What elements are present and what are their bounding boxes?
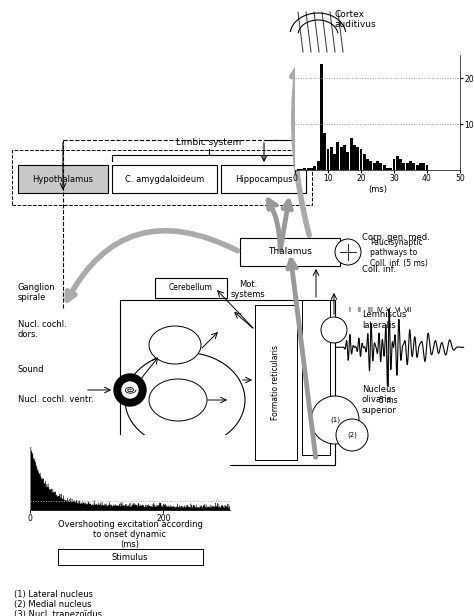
- Text: Hippocampus: Hippocampus: [235, 174, 292, 184]
- Text: Nucl. cochl. ventr.: Nucl. cochl. ventr.: [18, 395, 94, 404]
- Bar: [353, 145, 356, 170]
- Bar: [300, 169, 303, 170]
- Bar: [356, 147, 359, 170]
- Bar: [402, 163, 405, 170]
- Circle shape: [321, 317, 347, 343]
- Ellipse shape: [149, 379, 207, 421]
- Bar: [386, 168, 389, 170]
- Text: II: II: [358, 307, 362, 313]
- Bar: [297, 169, 300, 170]
- Text: (1): (1): [330, 417, 340, 423]
- Bar: [376, 161, 379, 170]
- Bar: [426, 166, 428, 170]
- Bar: [327, 149, 329, 170]
- Bar: [409, 161, 412, 170]
- Circle shape: [311, 396, 359, 444]
- Text: Cerebellum: Cerebellum: [169, 283, 213, 293]
- Text: Thalamus: Thalamus: [268, 248, 312, 256]
- Bar: [370, 161, 372, 170]
- Bar: [307, 168, 310, 170]
- Bar: [343, 145, 346, 170]
- Bar: [310, 168, 313, 170]
- Text: VI: VI: [394, 307, 401, 313]
- Bar: [330, 147, 333, 170]
- Bar: [412, 163, 415, 170]
- Circle shape: [114, 374, 146, 406]
- Text: (2): (2): [347, 432, 357, 438]
- Bar: [12, 150, 312, 205]
- Bar: [337, 142, 339, 170]
- Bar: [373, 163, 375, 170]
- Text: C. amygdaloideum: C. amygdaloideum: [125, 174, 204, 184]
- Ellipse shape: [125, 352, 245, 447]
- Bar: [396, 156, 399, 170]
- Circle shape: [335, 239, 361, 265]
- Bar: [255, 305, 297, 460]
- Circle shape: [336, 419, 368, 451]
- Bar: [340, 147, 343, 170]
- Bar: [320, 64, 323, 170]
- Bar: [350, 138, 353, 170]
- Text: Hypothalamus: Hypothalamus: [33, 174, 93, 184]
- Bar: [389, 168, 392, 170]
- Text: Corp. gen. med.: Corp. gen. med.: [362, 232, 430, 241]
- Bar: [303, 168, 306, 170]
- Bar: [240, 238, 340, 266]
- Bar: [317, 161, 319, 170]
- Bar: [363, 154, 366, 170]
- Text: VII: VII: [404, 307, 413, 313]
- Bar: [379, 163, 382, 170]
- Bar: [366, 158, 369, 170]
- Bar: [221, 165, 306, 193]
- Text: Coll. inf.: Coll. inf.: [362, 265, 396, 275]
- Text: 5 ms: 5 ms: [379, 397, 398, 405]
- Bar: [392, 158, 395, 170]
- Text: (ms): (ms): [120, 540, 139, 549]
- Bar: [58, 549, 203, 565]
- Text: Nucleus
olivaris
superior: Nucleus olivaris superior: [362, 385, 397, 415]
- Text: (3) Nucl. trapezoïdus: (3) Nucl. trapezoïdus: [14, 610, 102, 616]
- Bar: [406, 163, 409, 170]
- Bar: [346, 152, 349, 170]
- Text: IV: IV: [376, 307, 383, 313]
- Bar: [120, 300, 335, 465]
- Text: Overshooting excitation according
to onset dynamic: Overshooting excitation according to ons…: [57, 520, 202, 540]
- Bar: [360, 149, 363, 170]
- Bar: [399, 158, 402, 170]
- Text: Sound: Sound: [18, 365, 45, 374]
- Text: III: III: [367, 307, 374, 313]
- Bar: [313, 166, 316, 170]
- Text: Formatio reticularis: Formatio reticularis: [272, 344, 281, 419]
- Bar: [18, 165, 108, 193]
- Bar: [323, 133, 326, 170]
- Text: (1) Lateral nucleus: (1) Lateral nucleus: [14, 590, 93, 599]
- Bar: [422, 163, 425, 170]
- Text: Mot.
systems: Mot. systems: [231, 280, 265, 299]
- Text: Stimulus: Stimulus: [112, 553, 148, 562]
- Bar: [112, 165, 217, 193]
- Circle shape: [122, 382, 138, 398]
- Bar: [333, 154, 336, 170]
- Text: Lemniscus
lateralis: Lemniscus lateralis: [362, 310, 406, 330]
- X-axis label: (ms): (ms): [368, 185, 387, 193]
- Text: V: V: [386, 307, 391, 313]
- Bar: [302, 300, 330, 455]
- Text: (2) Medial nucleus: (2) Medial nucleus: [14, 600, 91, 609]
- Bar: [383, 166, 385, 170]
- Text: Limbic system: Limbic system: [176, 138, 242, 147]
- Bar: [416, 166, 419, 170]
- Text: Cortex
auditivus: Cortex auditivus: [335, 10, 377, 30]
- Text: Nucl. cochl.
dors.: Nucl. cochl. dors.: [18, 320, 67, 339]
- Text: Paucisynaptic
pathways to
Coll. inf. (5 ms): Paucisynaptic pathways to Coll. inf. (5 …: [370, 238, 428, 268]
- Ellipse shape: [149, 326, 201, 364]
- Text: I: I: [348, 307, 350, 313]
- Text: Ganglion
spirale: Ganglion spirale: [18, 283, 55, 302]
- Bar: [155, 278, 227, 298]
- Bar: [419, 163, 422, 170]
